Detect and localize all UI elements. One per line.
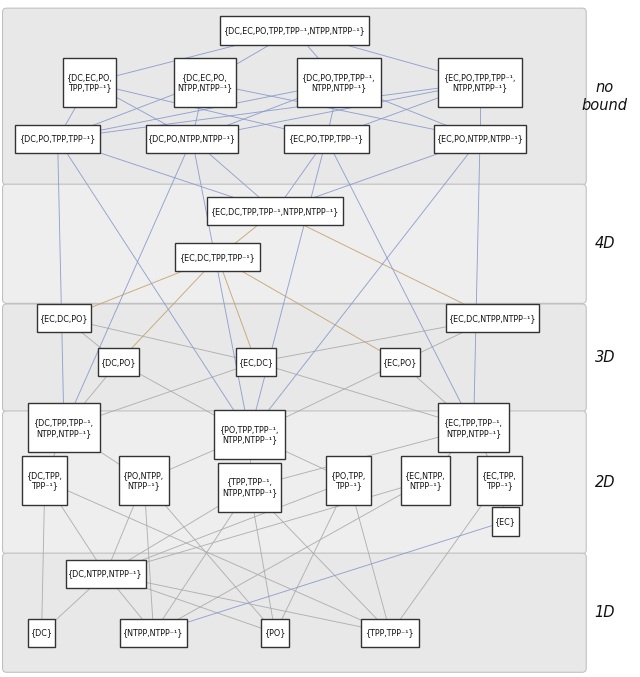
Text: {PO,NTPP,
NTPP⁻¹}: {PO,NTPP, NTPP⁻¹} [124,471,164,491]
Text: {DC}: {DC} [31,628,52,638]
Text: {EC,DC,NTPP,NTPP⁻¹}: {EC,DC,NTPP,NTPP⁻¹} [449,313,536,323]
FancyBboxPatch shape [3,304,586,412]
Text: {EC,DC,TPP,TPP⁻¹,NTPP,NTPP⁻¹}: {EC,DC,TPP,TPP⁻¹,NTPP,NTPP⁻¹} [211,206,339,216]
FancyBboxPatch shape [145,125,239,153]
Text: {DC,TPP,
TPP⁻¹}: {DC,TPP, TPP⁻¹} [27,471,63,491]
FancyBboxPatch shape [214,410,285,459]
Text: {EC,TPP,
TPP⁻¹}: {EC,TPP, TPP⁻¹} [482,471,516,491]
FancyBboxPatch shape [3,184,586,303]
FancyBboxPatch shape [284,125,369,153]
FancyBboxPatch shape [3,411,586,554]
FancyBboxPatch shape [433,125,527,153]
Text: {EC,PO,TPP,TPP⁻¹}: {EC,PO,TPP,TPP⁻¹} [289,134,364,144]
Text: {DC,EC,PO,TPP,TPP⁻¹,NTPP,NTPP⁻¹}: {DC,EC,PO,TPP,TPP⁻¹,NTPP,NTPP⁻¹} [223,26,365,35]
FancyBboxPatch shape [63,58,116,107]
FancyBboxPatch shape [218,463,281,512]
FancyBboxPatch shape [173,58,236,107]
Text: 2D: 2D [595,475,615,490]
FancyBboxPatch shape [446,304,540,332]
Text: {EC,DC,TPP,TPP⁻¹}: {EC,DC,TPP,TPP⁻¹} [180,253,255,262]
Text: {DC,PO,NTPP,NTPP⁻¹}: {DC,PO,NTPP,NTPP⁻¹} [148,134,236,144]
Text: {EC,PO}: {EC,PO} [383,357,417,367]
FancyBboxPatch shape [175,243,260,271]
FancyBboxPatch shape [220,16,369,45]
FancyBboxPatch shape [326,456,371,505]
Text: {EC,PO,NTPP,NTPP⁻¹}: {EC,PO,NTPP,NTPP⁻¹} [436,134,524,144]
FancyBboxPatch shape [22,456,67,505]
FancyBboxPatch shape [297,58,381,107]
FancyBboxPatch shape [362,619,419,647]
FancyBboxPatch shape [207,197,344,225]
FancyBboxPatch shape [3,8,586,185]
Text: {DC,EC,PO,
NTPP,NTPP⁻¹}: {DC,EC,PO, NTPP,NTPP⁻¹} [177,72,232,93]
Text: {PO,TPP,TPP⁻¹,
NTPP,NTPP⁻¹}: {PO,TPP,TPP⁻¹, NTPP,NTPP⁻¹} [220,424,279,445]
FancyBboxPatch shape [66,560,145,588]
Text: {NTPP,NTPP⁻¹}: {NTPP,NTPP⁻¹} [124,628,184,638]
Text: {EC}: {EC} [495,517,516,526]
FancyBboxPatch shape [438,403,509,452]
Text: {DC,PO,TPP,TPP⁻¹}: {DC,PO,TPP,TPP⁻¹} [19,134,96,144]
FancyBboxPatch shape [401,456,451,505]
FancyBboxPatch shape [477,456,522,505]
Text: {DC,NTPP,NTPP⁻¹}: {DC,NTPP,NTPP⁻¹} [68,569,143,579]
Text: 1D: 1D [595,605,615,620]
FancyBboxPatch shape [492,507,520,536]
FancyBboxPatch shape [119,456,169,505]
Text: {TPP,TPP⁻¹}: {TPP,TPP⁻¹} [366,628,415,638]
FancyBboxPatch shape [236,348,276,376]
Text: {DC,PO}: {DC,PO} [100,357,136,367]
Text: {DC,EC,PO,
TPP,TPP⁻¹}: {DC,EC,PO, TPP,TPP⁻¹} [67,72,113,93]
FancyBboxPatch shape [120,619,187,647]
Text: 3D: 3D [595,350,615,366]
Text: {EC,TPP,TPP⁻¹,
NTPP,NTPP⁻¹}: {EC,TPP,TPP⁻¹, NTPP,NTPP⁻¹} [444,418,503,438]
FancyBboxPatch shape [380,348,420,376]
Text: {PO,TPP,
TPP⁻¹}: {PO,TPP, TPP⁻¹} [331,471,367,491]
Text: no
bound: no bound [582,81,628,112]
Text: {EC,DC,PO}: {EC,DC,PO} [40,313,88,323]
FancyBboxPatch shape [261,619,289,647]
Text: 4D: 4D [595,236,615,251]
Text: {TPP,TPP⁻¹,
NTPP,NTPP⁻¹}: {TPP,TPP⁻¹, NTPP,NTPP⁻¹} [222,477,277,498]
Text: {EC,NTPP,
NTPP⁻¹}: {EC,NTPP, NTPP⁻¹} [405,471,446,491]
Text: {EC,PO,TPP,TPP⁻¹,
NTPP,NTPP⁻¹}: {EC,PO,TPP,TPP⁻¹, NTPP,NTPP⁻¹} [444,72,516,93]
Text: {PO}: {PO} [264,628,286,638]
FancyBboxPatch shape [98,348,139,376]
FancyBboxPatch shape [28,619,56,647]
FancyBboxPatch shape [3,553,586,672]
Text: {DC,PO,TPP,TPP⁻¹,
NTPP,NTPP⁻¹}: {DC,PO,TPP,TPP⁻¹, NTPP,NTPP⁻¹} [303,72,376,93]
FancyBboxPatch shape [438,58,522,107]
FancyBboxPatch shape [37,304,91,332]
Text: {DC,TPP,TPP⁻¹,
NTPP,NTPP⁻¹}: {DC,TPP,TPP⁻¹, NTPP,NTPP⁻¹} [34,418,94,438]
FancyBboxPatch shape [15,125,100,153]
Text: {EC,DC}: {EC,DC} [239,357,273,367]
FancyBboxPatch shape [28,403,100,452]
